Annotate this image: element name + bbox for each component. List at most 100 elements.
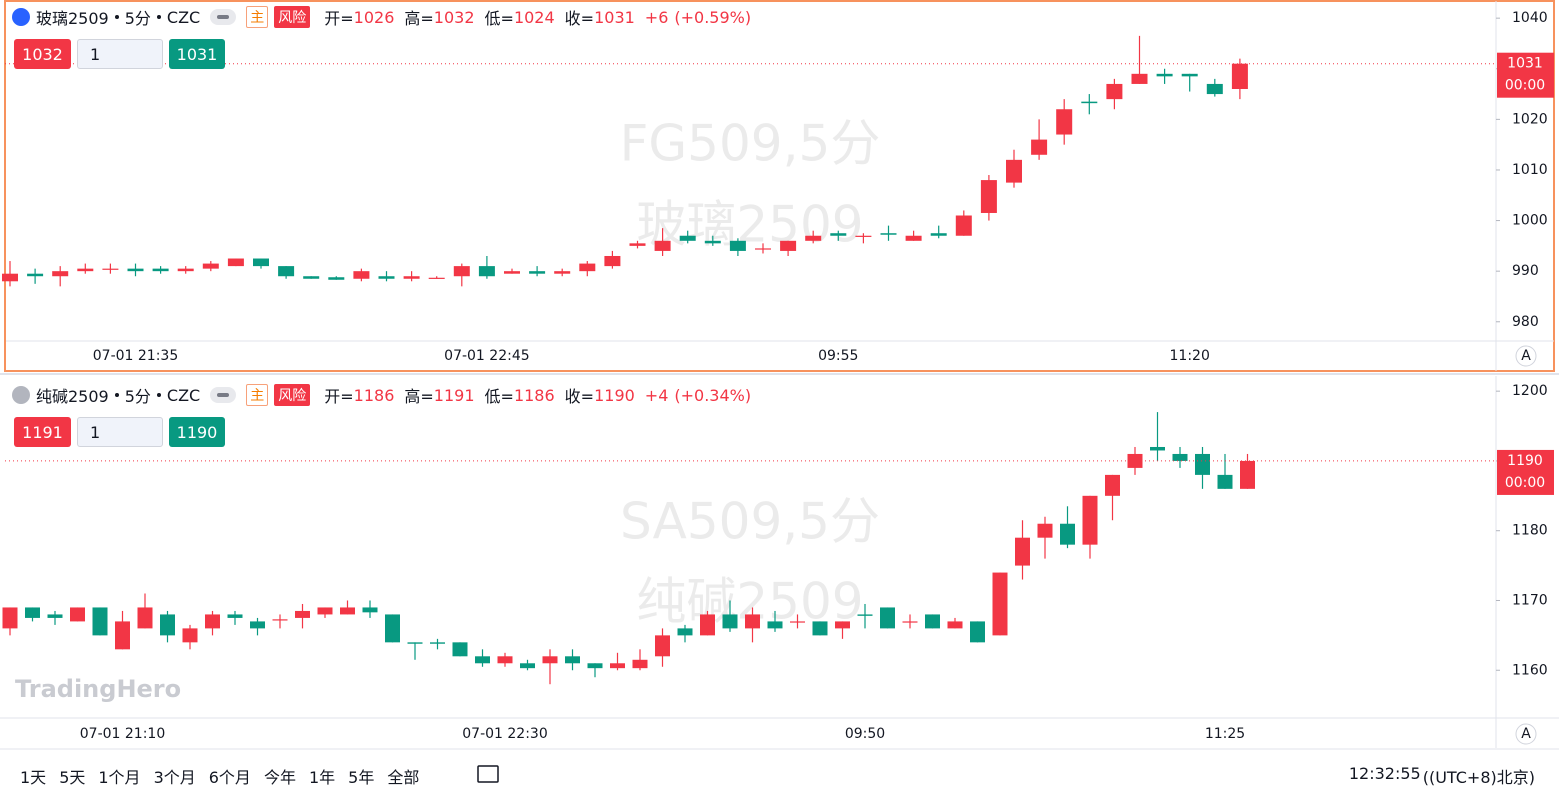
candle-body	[250, 621, 265, 629]
candle-body	[905, 235, 922, 241]
candle-body	[295, 610, 310, 618]
candle-body	[520, 663, 535, 669]
candle-body	[780, 240, 797, 251]
candle-body	[992, 572, 1008, 636]
candle-body	[353, 271, 370, 279]
candle-body	[654, 240, 671, 251]
scale-mode-button[interactable]: A	[1521, 726, 1531, 742]
candle-body	[1082, 495, 1098, 545]
candle-body	[767, 621, 783, 629]
separator-dot	[156, 15, 161, 19]
candle-body	[430, 642, 445, 644]
symbol-name: 玻璃2509	[36, 9, 109, 28]
y-tick-label: 1040	[1512, 10, 1548, 26]
candle-body	[632, 659, 648, 669]
y-tick-label: 990	[1512, 263, 1539, 279]
bid-button[interactable]: 1032	[14, 39, 71, 69]
ohlc-label: 低=	[484, 387, 514, 406]
candle-body	[1206, 83, 1223, 95]
candle-body	[855, 235, 872, 237]
y-tick-label: 1200	[1512, 383, 1548, 399]
candle-body	[980, 180, 997, 213]
x-tick-label: 07-01 22:45	[444, 348, 529, 364]
exchange: CZC	[166, 7, 201, 27]
candle-body	[902, 621, 918, 623]
candle-body	[835, 621, 850, 629]
candle-body	[52, 271, 69, 277]
change: +4	[644, 385, 669, 405]
x-tick-label: 09:50	[845, 726, 885, 742]
y-tick-label: 1010	[1512, 162, 1548, 178]
range-button[interactable]: 1个月	[98, 768, 141, 787]
bid-button[interactable]: 1191	[14, 417, 71, 447]
ask-button[interactable]: 1031	[169, 39, 225, 69]
range-button[interactable]: 1天	[20, 768, 47, 787]
range-button[interactable]: 5天	[59, 768, 86, 787]
quote-row: 1191 1 1190	[14, 417, 225, 447]
range-button[interactable]: 3个月	[153, 768, 196, 787]
toggle-pill[interactable]	[210, 387, 237, 403]
range-button[interactable]: 6个月	[208, 768, 251, 787]
range-button[interactable]: 全部	[387, 768, 420, 787]
candle-body	[857, 614, 873, 616]
candle-body	[403, 276, 420, 279]
candle-body	[1060, 523, 1075, 545]
candle-body	[1127, 453, 1143, 468]
candle-body	[478, 266, 495, 277]
symbol-header: 纯碱2509 5分 CZC 主风险 开= 1186 高= 1191 低= 1186 收= 1190 +4…	[12, 384, 751, 406]
quantity-input[interactable]: 1	[77, 39, 163, 69]
candle-body	[529, 271, 546, 274]
range-button[interactable]: 今年	[263, 768, 296, 787]
separator-dot	[156, 393, 161, 397]
ohlc-value: 1024	[513, 7, 555, 27]
compare-icon[interactable]	[477, 765, 499, 783]
candle-body	[805, 235, 822, 241]
candle-body	[579, 263, 596, 272]
timezone[interactable]: ((UTC+8)北京)	[1422, 768, 1535, 787]
symbol-header: 玻璃2509 5分 CZC 主风险 开= 1026 高= 1032 低= 1024 收= 1031 +6…	[12, 6, 751, 28]
candle-body	[2, 273, 18, 282]
quantity-input[interactable]: 1	[77, 417, 163, 447]
candle-body	[253, 258, 269, 267]
ohlc-value: 1190	[594, 385, 635, 405]
quote-row: 1032 1 1031	[14, 39, 225, 69]
candle-body	[565, 656, 580, 664]
candle-body	[362, 607, 378, 613]
candle-body	[137, 607, 153, 629]
candle-body	[504, 271, 520, 274]
range-button[interactable]: 1年	[308, 768, 336, 787]
candle-body	[1240, 460, 1255, 489]
candle-body	[227, 614, 243, 618]
period: 5分	[124, 387, 151, 406]
candle-body	[115, 621, 130, 650]
exchange: CZC	[166, 385, 201, 405]
y-tick-label: 1160	[1512, 662, 1548, 678]
candle-body	[947, 621, 963, 629]
candle-body	[925, 614, 940, 629]
candle-body	[92, 607, 108, 636]
ohlc-label: 开=	[324, 387, 354, 406]
ohlc-label: 收=	[564, 387, 595, 406]
ohlc-value: 1186	[353, 385, 395, 405]
candle-body	[127, 268, 144, 272]
candle-body	[1015, 537, 1030, 566]
candle-body	[755, 248, 771, 250]
candle-body	[790, 621, 805, 623]
toggle-pill[interactable]	[210, 9, 237, 25]
watermark: 玻璃2509	[636, 196, 863, 254]
x-tick-label: 11:20	[1170, 348, 1210, 364]
y-tick-label: 1170	[1512, 592, 1548, 608]
countdown: 00:00	[1505, 78, 1545, 94]
y-tick-label: 1020	[1512, 111, 1548, 127]
candle-body	[340, 607, 355, 615]
ask-button[interactable]: 1190	[169, 417, 225, 447]
range-button[interactable]: 5年	[348, 768, 375, 787]
scale-mode-button[interactable]: A	[1521, 348, 1531, 364]
last-price-box	[1497, 449, 1554, 495]
candle-body	[1106, 83, 1123, 100]
candle-body	[587, 663, 603, 669]
candle-body	[554, 271, 571, 274]
candle-body	[177, 268, 194, 272]
candle-body	[700, 614, 715, 636]
candle-body	[704, 240, 721, 244]
